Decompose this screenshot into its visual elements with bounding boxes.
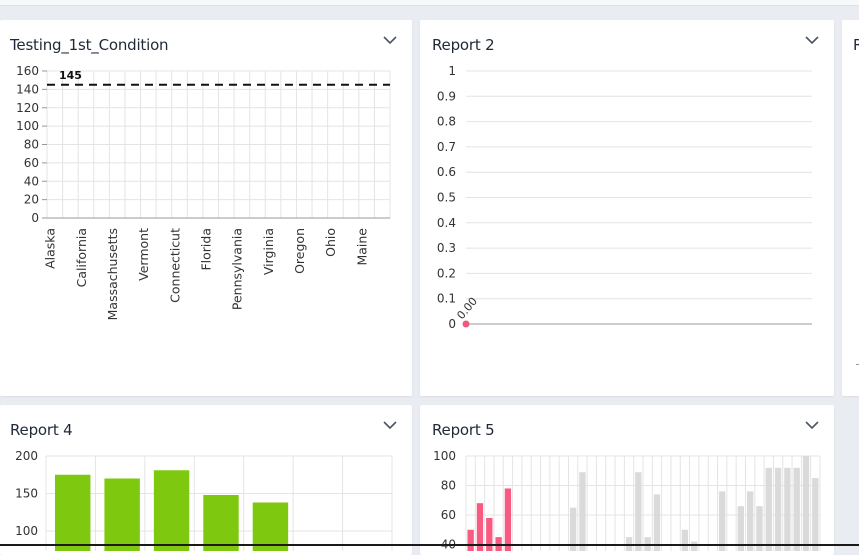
y-tick-label: 0.7 bbox=[437, 140, 456, 154]
y-tick-label: 0 bbox=[31, 211, 39, 225]
bar bbox=[55, 474, 91, 551]
bar bbox=[793, 467, 800, 551]
top-strip bbox=[0, 0, 859, 6]
y-tick-label: 40 bbox=[24, 174, 39, 188]
y-tick-label: 60 bbox=[24, 156, 39, 170]
bar bbox=[252, 502, 289, 551]
y-tick-label: 0.6 bbox=[437, 165, 456, 179]
bar bbox=[153, 470, 190, 551]
bar bbox=[812, 478, 819, 551]
bar bbox=[746, 491, 754, 551]
y-tick-label: 60 bbox=[441, 508, 456, 522]
card-title: R bbox=[853, 36, 859, 54]
card-title: Testing_1st_Condition bbox=[10, 36, 169, 54]
bar bbox=[476, 503, 484, 551]
x-tick-label: California bbox=[74, 228, 89, 287]
y-tick-label: 0.8 bbox=[437, 115, 456, 129]
bar bbox=[756, 506, 763, 551]
chevron-down-icon[interactable] bbox=[382, 34, 398, 48]
bar bbox=[737, 506, 744, 551]
bar bbox=[579, 472, 586, 551]
x-tick-label: Florida bbox=[199, 228, 214, 271]
y-tick-label: 0.3 bbox=[437, 241, 456, 255]
y-tick-label: 80 bbox=[24, 138, 39, 152]
card-title: Report 5 bbox=[432, 421, 495, 439]
bar bbox=[203, 495, 239, 551]
scatter-chart: 10.90.80.70.60.50.40.30.20.100.00 bbox=[437, 64, 812, 331]
y-tick-label: 120 bbox=[16, 101, 39, 115]
y-tick-label: 0.1 bbox=[437, 292, 456, 306]
bar bbox=[802, 456, 810, 551]
card-title: Report 4 bbox=[10, 421, 73, 439]
y-tick-label: 0.2 bbox=[437, 266, 456, 280]
x-tick-label: Virginia bbox=[261, 228, 276, 275]
x-tick-label: Vermont bbox=[136, 228, 151, 281]
data-point bbox=[462, 320, 470, 328]
bar bbox=[719, 491, 726, 551]
y-tick-label: 150 bbox=[15, 487, 38, 501]
bar bbox=[774, 467, 782, 551]
chevron-down-icon[interactable] bbox=[382, 419, 398, 433]
y-tick-label: 100 bbox=[433, 449, 456, 463]
x-tick-label: Maine bbox=[354, 228, 369, 266]
x-tick-label: Connecticut bbox=[167, 228, 182, 303]
x-tick-label: Oregon bbox=[292, 228, 307, 274]
y-tick-label: 160 bbox=[16, 64, 39, 78]
y-tick-label: 0.4 bbox=[437, 216, 456, 230]
bar bbox=[691, 541, 698, 551]
card-report-4: Report 4 200 150 100 bbox=[0, 405, 412, 555]
x-tick-label: Massachusetts bbox=[105, 228, 120, 320]
scroll-marker-icon bbox=[856, 364, 859, 365]
x-tick-label: Alaska bbox=[43, 228, 58, 269]
bar bbox=[569, 507, 577, 551]
y-tick-label: 100 bbox=[15, 524, 38, 538]
card-report-2: Report 2 1 0.9 0.8 0.7 0.6 0.5 0.4 0.3 0.2 0.1 0 0.… bbox=[420, 20, 834, 396]
y-tick-label: 0 bbox=[448, 317, 456, 331]
bar bbox=[784, 467, 791, 551]
bar bbox=[104, 478, 140, 551]
chevron-down-icon[interactable] bbox=[804, 34, 820, 48]
card-report-3: R bbox=[842, 20, 859, 396]
bar bbox=[504, 488, 512, 551]
y-tick-label: 100 bbox=[16, 119, 39, 133]
y-tick-label: 140 bbox=[16, 82, 39, 96]
y-tick-label: 20 bbox=[24, 193, 39, 207]
bar bbox=[486, 517, 493, 551]
y-tick-label: 200 bbox=[15, 449, 38, 463]
card-title: Report 2 bbox=[432, 36, 495, 54]
card-testing-1st-condition: Testing_1st_Condition 160 140 120 100 80 60 40… bbox=[0, 20, 412, 396]
data-label: 145 bbox=[59, 69, 82, 82]
bar bbox=[635, 472, 642, 551]
card-report-5: Report 5 100 80 60 40 bbox=[420, 405, 834, 555]
y-tick-label: 0.5 bbox=[437, 191, 456, 205]
x-tick-label: Ohio bbox=[323, 228, 338, 257]
y-tick-label: 80 bbox=[441, 479, 456, 493]
bar bbox=[681, 529, 689, 551]
bottom-border bbox=[0, 544, 859, 546]
y-tick-label: 0.9 bbox=[437, 89, 456, 103]
y-tick-label: 1 bbox=[448, 64, 456, 78]
bar bbox=[653, 494, 661, 551]
bar bbox=[765, 467, 772, 551]
chevron-down-icon[interactable] bbox=[804, 419, 820, 433]
bar-chart: 200 150 100 bbox=[15, 449, 393, 551]
line-chart: 160 140 120 100 80 60 40 20 0 145 Alaska California… bbox=[16, 64, 391, 320]
bar bbox=[467, 529, 474, 551]
x-tick-label: Pennsylvania bbox=[230, 228, 245, 310]
